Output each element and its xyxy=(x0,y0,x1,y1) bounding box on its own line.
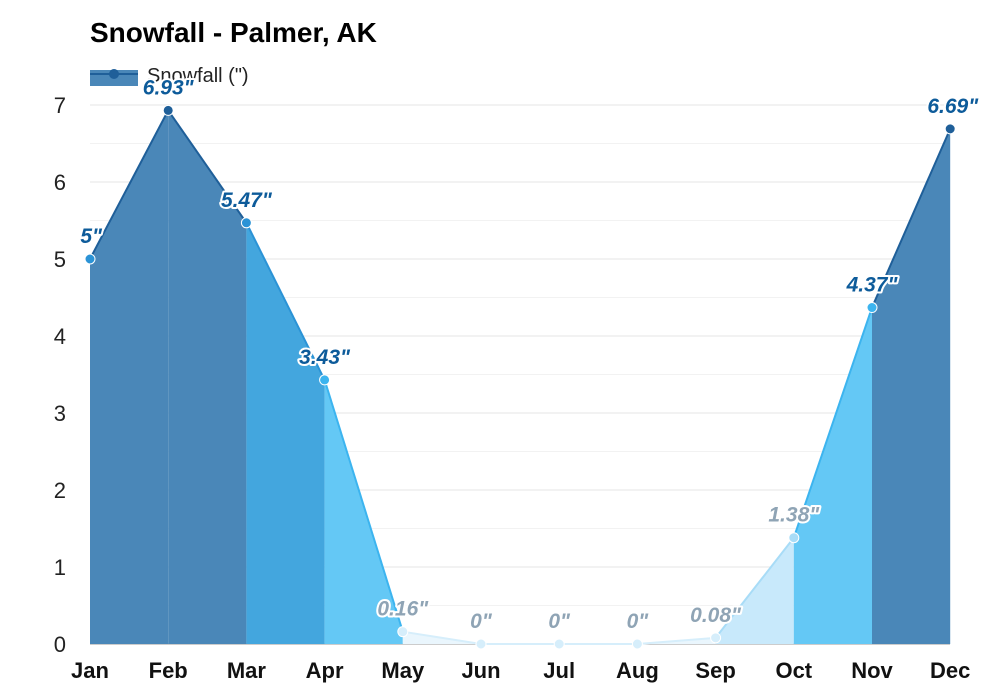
y-tick-label: 3 xyxy=(54,401,66,426)
data-point xyxy=(475,638,487,650)
data-label: 5.47" xyxy=(221,189,273,212)
y-axis-ticks: 0 1 2 3 4 5 6 7 xyxy=(54,93,66,657)
x-tick-label: Oct xyxy=(775,658,812,683)
line-segment xyxy=(637,636,716,645)
area-segment xyxy=(90,110,169,644)
data-point xyxy=(788,532,800,544)
data-label: 1.38" xyxy=(768,504,820,527)
line-segment xyxy=(714,537,795,639)
data-label: 0" xyxy=(470,610,493,633)
legend-label: Snowfall (") xyxy=(147,65,249,87)
data-point xyxy=(553,638,565,650)
area-segment xyxy=(793,307,872,644)
data-point xyxy=(866,302,878,314)
data-point xyxy=(710,632,722,644)
area-segment xyxy=(168,110,247,644)
data-label: 0.08" xyxy=(690,604,742,627)
line-segment xyxy=(792,307,873,539)
x-tick-label: Sep xyxy=(695,658,735,683)
data-label: 0" xyxy=(627,610,650,633)
y-tick-label: 2 xyxy=(54,478,66,503)
x-tick-label: Dec xyxy=(930,658,970,683)
line-segment xyxy=(871,128,952,308)
series-line xyxy=(89,109,952,645)
legend-marker xyxy=(109,69,119,79)
data-label: 3.43" xyxy=(299,346,351,369)
x-tick-label: Mar xyxy=(227,658,267,683)
y-tick-label: 7 xyxy=(54,93,66,118)
data-point xyxy=(631,638,643,650)
data-label: 6.69" xyxy=(927,95,979,118)
x-tick-label: Jul xyxy=(543,658,575,683)
area-segment xyxy=(246,222,325,644)
data-label: 6.93" xyxy=(143,76,195,99)
y-tick-label: 0 xyxy=(54,632,66,657)
x-tick-label: May xyxy=(381,658,425,683)
data-point xyxy=(397,626,409,638)
area-segment xyxy=(872,128,951,644)
x-tick-label: Jan xyxy=(71,658,109,683)
data-point xyxy=(84,253,96,265)
data-labels: 5" 6.93" 5.47" 3.43" 0.16" 0" 0" 0" 0.08" 1.38" 4.… xyxy=(78,74,981,635)
x-tick-label: Jun xyxy=(461,658,500,683)
data-point xyxy=(162,104,174,116)
data-point xyxy=(319,374,331,386)
area-fills xyxy=(90,110,951,644)
legend: Snowfall (") xyxy=(90,65,249,87)
line-segment xyxy=(323,379,404,632)
data-points xyxy=(84,104,956,650)
x-axis-ticks: Jan Feb Mar Apr May Jun Jul Aug Sep Oct Nov Dec xyxy=(71,658,970,683)
y-tick-label: 5 xyxy=(54,247,66,272)
y-tick-label: 1 xyxy=(54,555,66,580)
line-segment xyxy=(245,222,326,381)
x-tick-label: Apr xyxy=(306,658,344,683)
data-label: 0.16" xyxy=(377,598,429,621)
data-label: 0" xyxy=(548,610,571,633)
x-tick-label: Feb xyxy=(149,658,188,683)
x-tick-label: Nov xyxy=(851,658,893,683)
line-segment xyxy=(89,109,170,260)
data-label: 4.37" xyxy=(846,274,899,297)
data-point xyxy=(944,123,956,135)
data-point xyxy=(240,217,252,229)
line-segment xyxy=(402,630,482,645)
chart-title: Snowfall - Palmer, AK xyxy=(90,17,377,48)
y-tick-label: 6 xyxy=(54,170,66,195)
data-label: 5" xyxy=(80,225,103,248)
line-segment xyxy=(167,109,248,224)
y-tick-label: 4 xyxy=(54,324,66,349)
x-tick-label: Aug xyxy=(616,658,659,683)
